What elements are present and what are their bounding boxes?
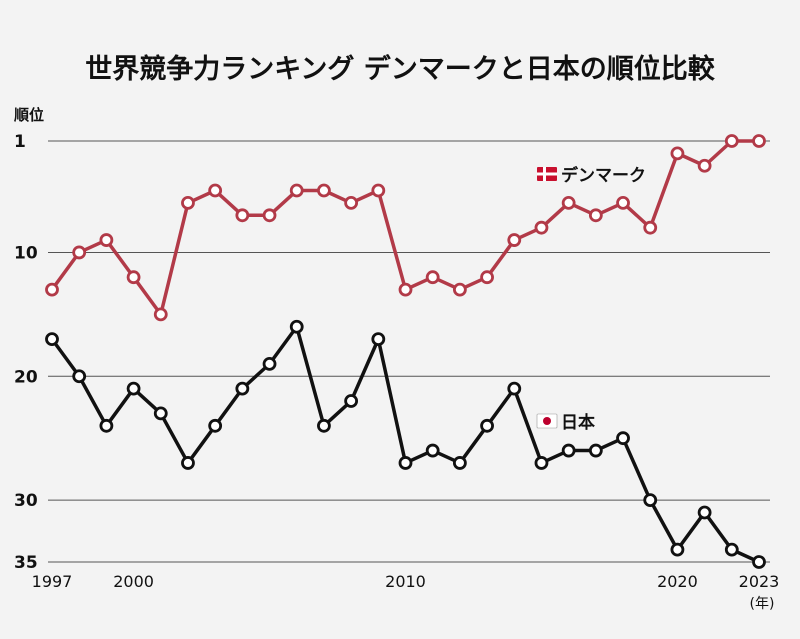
y-axis-ticks: 1 10 20 30 35 — [14, 132, 38, 573]
series-japan — [45, 319, 766, 569]
series-label: 日本 — [561, 412, 595, 433]
series-denmark — [45, 134, 766, 322]
data-point — [507, 381, 522, 396]
y-axis-label: 順位 — [13, 106, 44, 124]
data-point — [697, 505, 712, 520]
chart-title: 世界競争力ランキング デンマークと日本の順位比較 — [85, 53, 716, 85]
data-point — [588, 208, 603, 223]
data-point — [262, 356, 277, 371]
x-tick-label: 2023 — [739, 572, 780, 591]
data-point — [208, 183, 223, 198]
data-point — [153, 406, 168, 421]
data-point — [752, 555, 766, 569]
y-tick-label: 30 — [14, 491, 38, 511]
data-point — [616, 431, 630, 446]
data-point — [344, 196, 359, 210]
data-point — [235, 381, 250, 396]
data-point — [643, 220, 658, 235]
x-tick-label: 1997 — [32, 572, 73, 591]
data-point — [45, 282, 59, 297]
data-point — [724, 134, 739, 148]
data-point — [588, 443, 603, 458]
data-point — [480, 270, 494, 285]
japan-flag-icon — [536, 413, 558, 429]
x-tick-label: 2000 — [113, 572, 154, 591]
data-point — [398, 456, 413, 470]
series-label: デンマーク — [561, 165, 646, 186]
data-point — [99, 418, 114, 433]
data-point — [289, 183, 304, 198]
data-point — [616, 196, 630, 210]
data-point — [99, 233, 114, 247]
data-point — [181, 456, 195, 470]
data-point — [561, 443, 576, 458]
data-point — [317, 418, 331, 433]
data-point — [643, 493, 658, 507]
data-point — [72, 245, 87, 260]
data-point — [534, 220, 549, 235]
data-point — [561, 196, 576, 210]
data-point — [752, 134, 766, 148]
data-point — [480, 418, 494, 433]
data-point — [425, 270, 440, 285]
series-line — [50, 324, 760, 564]
data-point — [317, 183, 331, 198]
data-point — [425, 443, 440, 458]
data-point — [72, 369, 87, 384]
data-point — [153, 307, 168, 322]
data-point — [398, 282, 413, 297]
data-point — [235, 208, 250, 223]
data-point — [697, 158, 712, 173]
y-tick-label: 10 — [14, 243, 38, 263]
data-point — [208, 418, 223, 433]
y-tick-label: 35 — [14, 553, 38, 573]
y-tick-label: 20 — [14, 367, 38, 387]
data-point — [670, 542, 685, 557]
series-layer — [45, 134, 766, 569]
data-point — [371, 183, 386, 198]
y-tick-label: 1 — [14, 132, 26, 152]
data-point — [452, 282, 467, 297]
x-tick-label: 2020 — [657, 572, 698, 591]
data-point — [45, 332, 59, 347]
data-point — [670, 146, 685, 161]
data-point — [126, 381, 141, 396]
data-point — [344, 394, 359, 408]
x-axis-ticks: 1997 2000 2010 2020 2023 — [32, 572, 780, 591]
data-point — [181, 196, 195, 210]
data-point — [262, 208, 277, 223]
data-point — [452, 456, 467, 470]
data-point — [534, 456, 549, 470]
grid-lines — [48, 140, 770, 563]
denmark-flag-icon — [537, 167, 557, 181]
x-tick-label: 2010 — [385, 572, 426, 591]
x-axis-unit: (年) — [750, 596, 775, 612]
data-point — [289, 319, 304, 334]
data-point — [724, 542, 739, 557]
data-point — [507, 233, 522, 247]
data-point — [371, 332, 386, 347]
data-point — [126, 270, 141, 285]
